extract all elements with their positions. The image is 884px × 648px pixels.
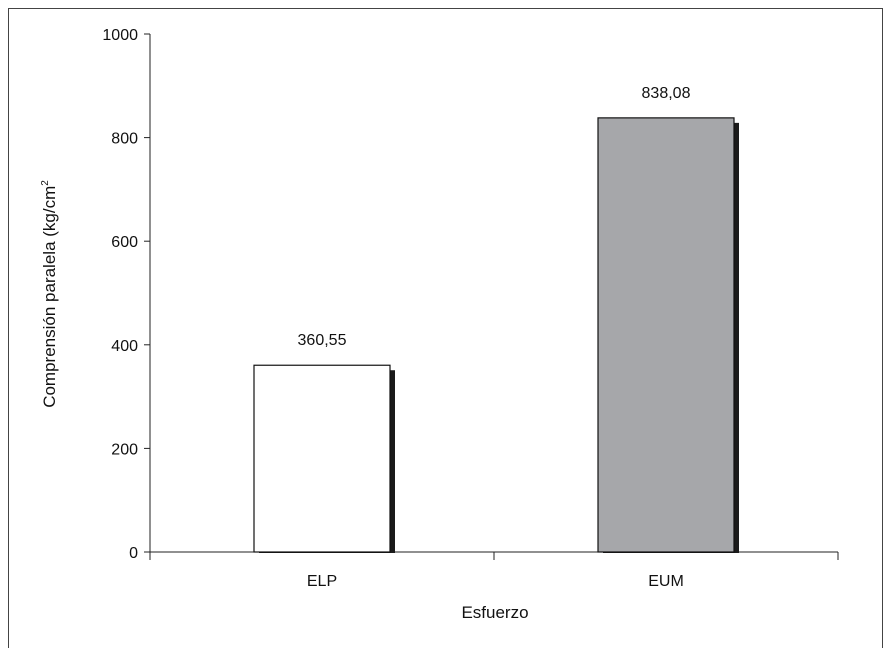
data-label-eum: 838,08 bbox=[642, 85, 691, 102]
y-axis-title-main: Comprensión paralela (kg/cm bbox=[40, 186, 59, 408]
y-axis-title: Comprensión paralela (kg/cm2 bbox=[40, 180, 59, 408]
y-tick-label: 400 bbox=[111, 338, 138, 355]
y-tick-label: 200 bbox=[111, 441, 138, 458]
x-axis: ELP EUM bbox=[149, 551, 839, 590]
x-tick-label-eum: EUM bbox=[648, 573, 684, 590]
bar-elp bbox=[253, 364, 391, 553]
x-axis-title: Esfuerzo bbox=[461, 603, 528, 622]
y-tick-label: 800 bbox=[111, 131, 138, 148]
chart-frame bbox=[8, 8, 883, 648]
y-tick-label: 1000 bbox=[102, 27, 138, 44]
y-axis: 0 200 400 600 800 1000 bbox=[102, 27, 151, 562]
bar-eum bbox=[597, 117, 735, 553]
data-labels: 360,55 838,08 bbox=[298, 85, 691, 349]
y-tick-label: 0 bbox=[129, 545, 138, 562]
y-tick-label: 600 bbox=[111, 234, 138, 251]
data-label-elp: 360,55 bbox=[298, 332, 347, 349]
y-axis-title-superscript: 2 bbox=[40, 180, 51, 186]
x-tick-label-elp: ELP bbox=[307, 573, 337, 590]
bars bbox=[253, 117, 739, 553]
